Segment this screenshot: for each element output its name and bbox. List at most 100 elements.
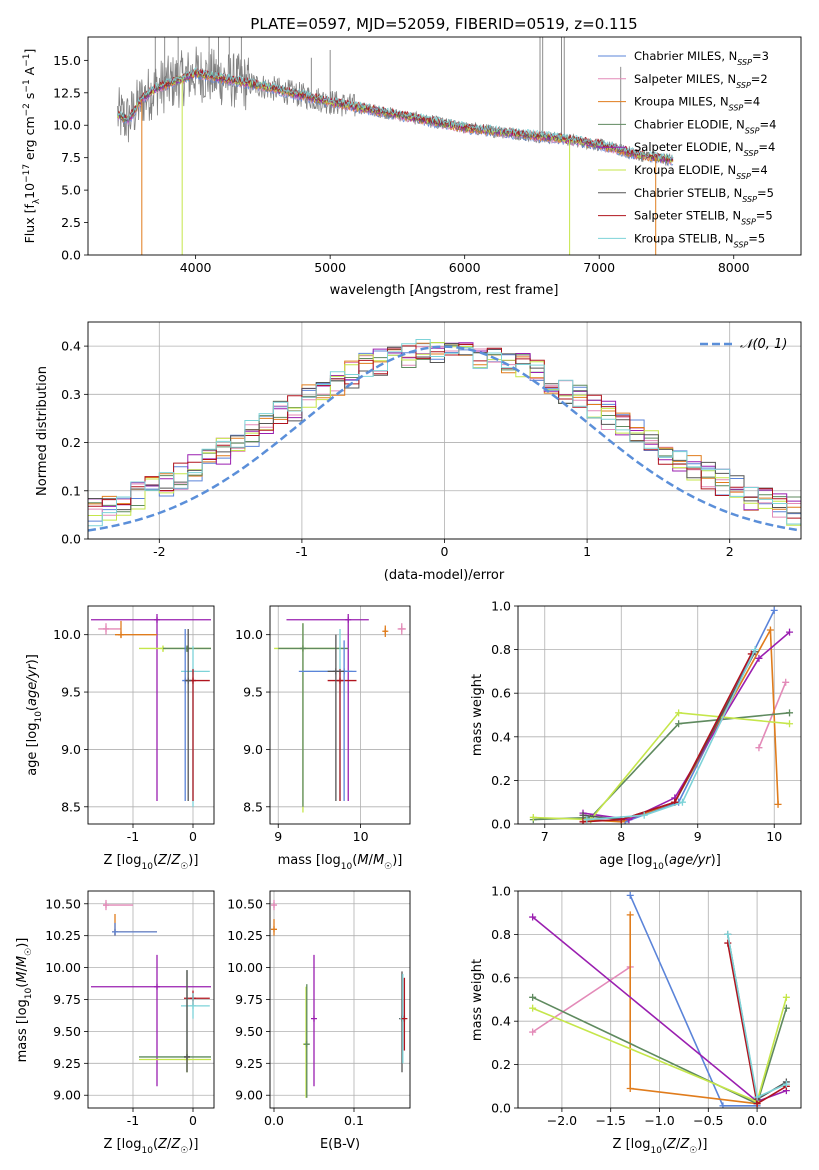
x-tick-label: 7000 [583, 260, 615, 275]
mass-weight-marker [678, 798, 686, 806]
y-tick-label: 0.1 [61, 483, 81, 498]
y-axis-label: age [log10(age/yr)] [25, 654, 44, 776]
mass-weight-marker [782, 678, 790, 686]
x-axis-label: Z [log10(Z/Z☉)] [104, 1137, 199, 1156]
hist-plot-area [88, 339, 801, 532]
y-tick-label: 0.0 [491, 1101, 511, 1116]
data-point-marker [303, 1041, 310, 1048]
y-axis-label: mass [log10(M/M☉)] [15, 938, 34, 1063]
data-point-marker [398, 625, 405, 632]
mass-weight-marker [786, 720, 794, 728]
y-tick-label: 0.2 [61, 435, 81, 450]
data-point-marker [271, 926, 277, 933]
mass-weight-marker [753, 1093, 761, 1101]
mass-weight-marker [626, 1084, 634, 1092]
mass-weight-plot-area [529, 606, 794, 824]
mass-weight-line [582, 651, 756, 821]
axes-age_vs_mass: 9 10 8.5 9.0 9.5 10.0 mass [log10(M/M☉)] [235, 605, 411, 872]
y-tick-label: 15.0 [53, 53, 81, 68]
x-tick-label: 5000 [314, 260, 346, 275]
x-tick-label: −0.5 [693, 1113, 723, 1128]
axes-frame [87, 605, 215, 825]
mass-weight-marker [579, 818, 587, 824]
x-tick-label: 9 [274, 829, 282, 844]
x-tick-label: 0.0 [264, 1113, 284, 1128]
y-tick-label: 7.5 [61, 150, 81, 165]
data-point-marker [299, 645, 306, 652]
data-point-marker [154, 983, 160, 990]
x-tick-label: -1 [296, 544, 308, 559]
data-point-marker [184, 1053, 190, 1060]
data-spectrum-line [117, 46, 674, 166]
x-tick-label: 10 [766, 829, 782, 844]
x-tick-label: -1 [127, 829, 139, 844]
x-axis-label: wavelength [Angstrom, rest frame] [330, 283, 559, 298]
x-tick-label: 0 [189, 829, 197, 844]
mass-weight-marker [583, 816, 591, 824]
legend-label: Salpeter MILES, NSSP=2 [634, 72, 768, 90]
y-tick-label: 1.0 [491, 884, 511, 899]
y-tick-label: 9.25 [235, 1056, 263, 1071]
x-tick-label: -1 [127, 1113, 139, 1128]
mass-weight-marker [753, 1100, 761, 1108]
y-tick-label: 0.3 [61, 387, 81, 402]
y-axis-label: Normed distribution [35, 366, 50, 496]
axes-frame [269, 605, 411, 825]
mass-weight-marker [786, 628, 794, 636]
mass-weight-marker [786, 709, 794, 717]
y-tick-label: 0.0 [61, 532, 81, 547]
x-tick-label: −2.0 [547, 1113, 577, 1128]
residual-histogram-step [88, 339, 801, 527]
y-tick-label: 9.75 [53, 992, 81, 1007]
y-tick-label: 9.50 [53, 1024, 81, 1039]
mass-weight-marker [782, 1080, 790, 1088]
legend-label: Kroupa MILES, NSSP=4 [634, 95, 760, 113]
data-point-marker [103, 625, 109, 632]
x-tick-label: 0.1 [344, 1113, 364, 1128]
legend-label: Salpeter ELODIE, NSSP=4 [634, 140, 775, 158]
mass-weight-marker [579, 811, 587, 819]
y-tick-label: 10.0 [235, 627, 263, 642]
x-tick-label: -2 [153, 544, 165, 559]
x-tick-label: −1.0 [644, 1113, 674, 1128]
data-point-marker [103, 902, 109, 909]
x-axis-label: (data-model)/error [384, 568, 505, 583]
mass-weight-marker [529, 993, 537, 1001]
data-point-marker [190, 1002, 196, 1009]
data-point-marker [154, 616, 160, 623]
x-tick-label: 0 [441, 544, 449, 559]
data-point-marker [401, 1015, 408, 1022]
mass-weight-marker [755, 744, 763, 752]
residual-histogram-step [88, 344, 801, 519]
mass-weight-marker [782, 993, 790, 1001]
y-tick-label: 9.50 [235, 1024, 263, 1039]
model-spectrum-line [117, 66, 674, 161]
legend-label: Chabrier STELIB, NSSP=5 [634, 186, 774, 204]
mass-weight-marker [719, 1102, 727, 1108]
normal-distribution-curve [88, 345, 801, 532]
mass-weight-marker [755, 654, 763, 662]
axes-frame [517, 605, 802, 825]
y-axis-label: mass weight [470, 959, 485, 1041]
axes-frame [269, 890, 411, 1109]
y-tick-label: 5.0 [61, 183, 81, 198]
mass-weight-marker [640, 811, 648, 819]
mass-weight-marker [751, 646, 759, 654]
x-tick-label: 6000 [449, 260, 481, 275]
x-axis-label: mass [log10(M/M☉)] [278, 853, 403, 872]
x-tick-label: −1.5 [596, 1113, 626, 1128]
residual-histogram-step [88, 343, 801, 529]
y-tick-label: 0.4 [491, 729, 511, 744]
y-tick-label: 9.0 [61, 742, 81, 757]
legend-label: Chabrier MILES, NSSP=3 [634, 49, 769, 67]
data-point-marker [185, 677, 192, 684]
mass-weight-marker [675, 720, 683, 728]
y-axis-label: Flux [fλ10−17 erg cm−2 s−1 A−1] [22, 49, 42, 244]
x-axis-label: E(B-V) [320, 1137, 360, 1152]
y-tick-label: 0.0 [491, 817, 511, 832]
mass-weight-line [582, 653, 753, 823]
y-tick-label: 2.5 [61, 215, 81, 230]
spectrum-plot-area [117, 37, 674, 255]
data-point-marker [345, 616, 352, 623]
x-axis-label: Z [log10(Z/Z☉)] [104, 853, 199, 872]
